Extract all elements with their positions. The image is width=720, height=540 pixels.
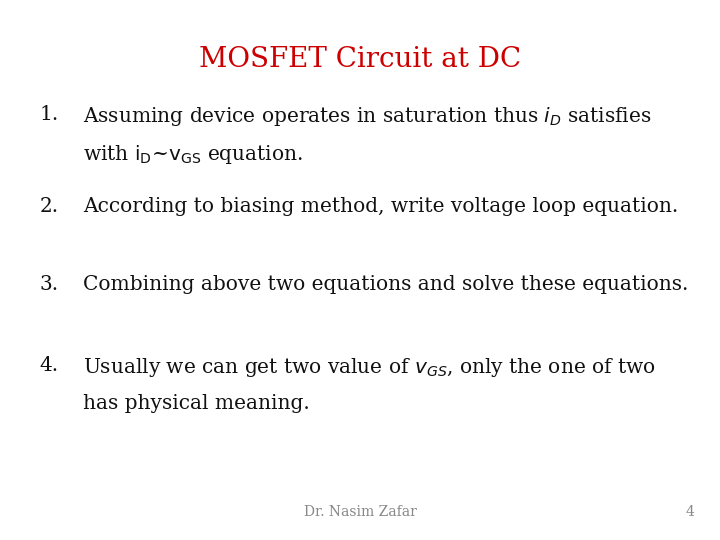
Text: MOSFET Circuit at DC: MOSFET Circuit at DC (199, 46, 521, 73)
Text: Assuming device operates in saturation thus $i_D$ satisfies: Assuming device operates in saturation t… (83, 105, 652, 129)
Text: 4: 4 (686, 505, 695, 519)
Text: 1.: 1. (40, 105, 59, 124)
Text: 2.: 2. (40, 197, 59, 216)
Text: 3.: 3. (40, 275, 59, 294)
Text: with $\mathrm{i_D}$~$\mathrm{v_{GS}}$ equation.: with $\mathrm{i_D}$~$\mathrm{v_{GS}}$ eq… (83, 143, 302, 166)
Text: According to biasing method, write voltage loop equation.: According to biasing method, write volta… (83, 197, 678, 216)
Text: Dr. Nasim Zafar: Dr. Nasim Zafar (304, 505, 416, 519)
Text: Usually we can get two value of $v_{GS}$, only the one of two: Usually we can get two value of $v_{GS}$… (83, 356, 655, 380)
Text: has physical meaning.: has physical meaning. (83, 394, 310, 413)
Text: Combining above two equations and solve these equations.: Combining above two equations and solve … (83, 275, 688, 294)
Text: 4.: 4. (40, 356, 59, 375)
